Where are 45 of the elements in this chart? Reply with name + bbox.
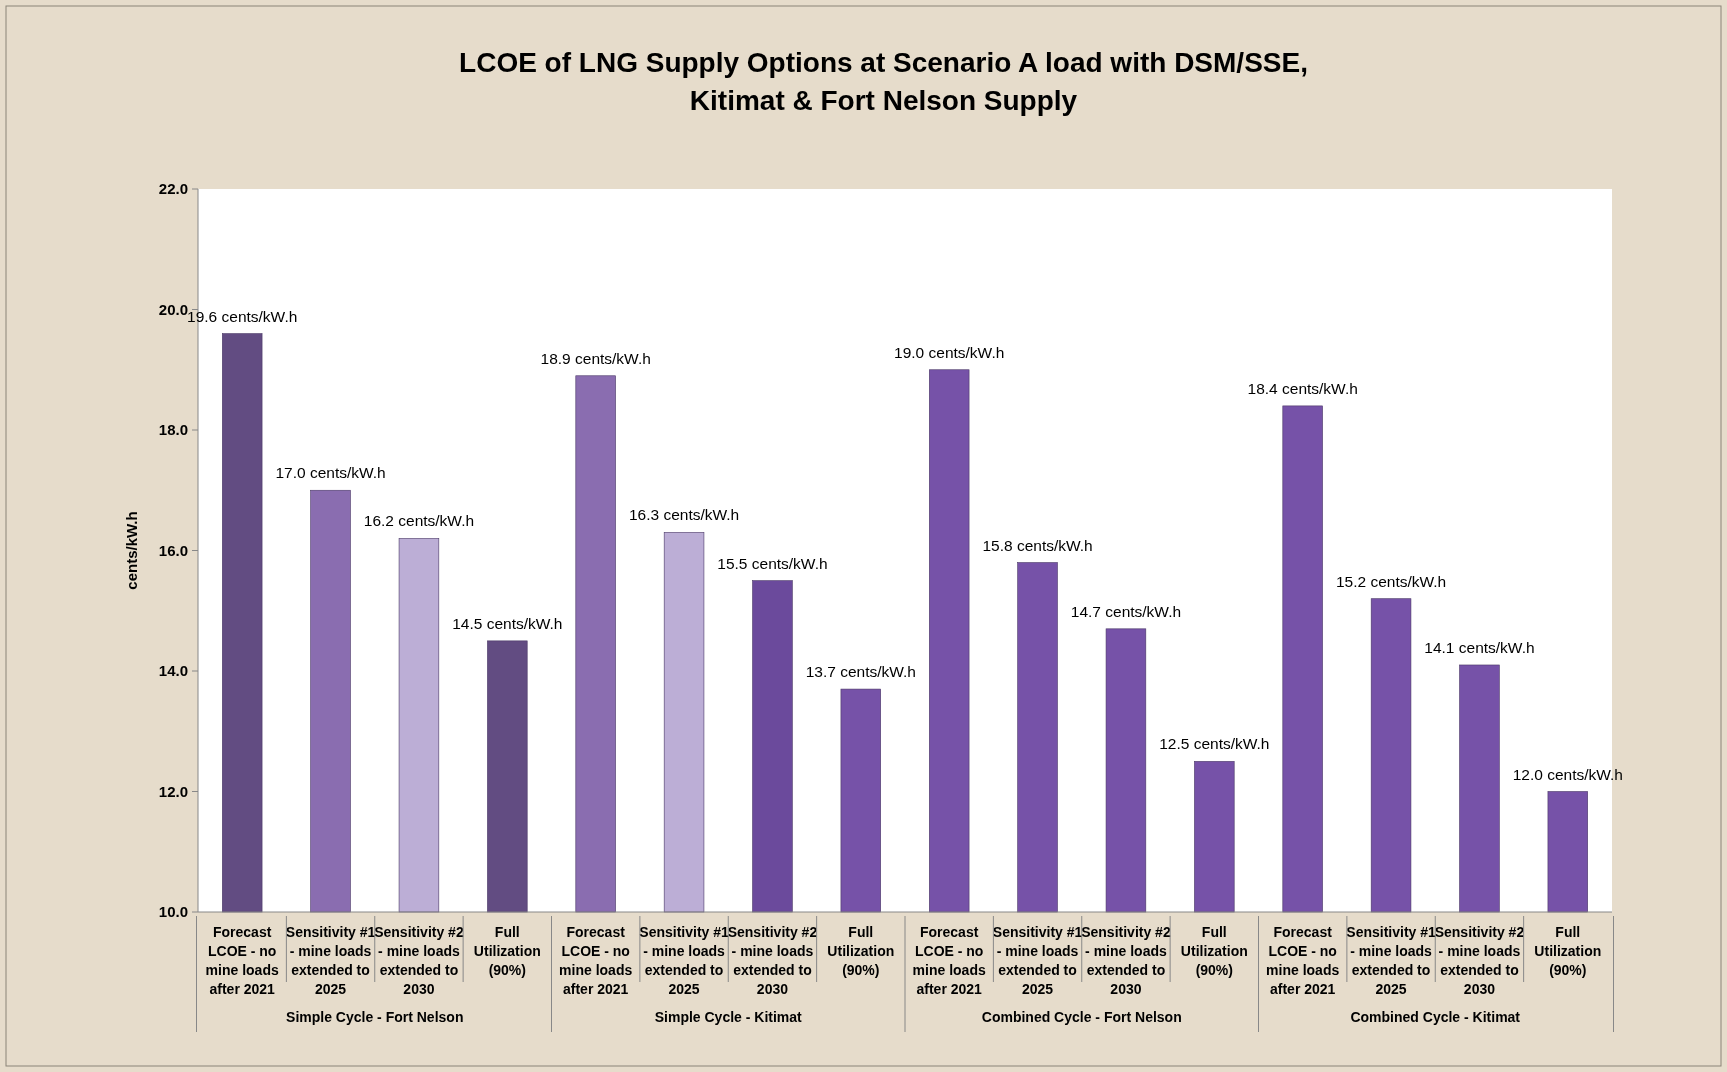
y-tick-label: 12.0: [158, 782, 188, 800]
text: Combined Cycle - Fort Nelson: [981, 1009, 1182, 1025]
x-tick-label: Full Utilization (90%): [1180, 924, 1248, 978]
x-tick-label: Forecast LCOE - no mine loads after 2021: [205, 924, 279, 997]
y-tick-label: 22.0: [158, 180, 188, 198]
data-label: 16.2 cents/kW.h: [363, 512, 475, 530]
text: Simple Cycle - Kitimat: [654, 1009, 803, 1025]
x-tick-label: Sensitivity #1 - mine loads extended to 2025: [1346, 924, 1437, 997]
x-tick-label: Full Utilization (90%): [1534, 924, 1602, 978]
x-tick-label: Forecast LCOE - no mine loads after 2021: [1266, 924, 1340, 997]
data-label: 15.8 cents/kW.h: [982, 536, 1093, 554]
x-tick-label: Sensitivity #2 - mine loads extended to 2030: [1434, 924, 1525, 997]
data-label: 18.9 cents/kW.h: [540, 349, 651, 367]
x-tick-label: Sensitivity #2 - mine loads extended to 2030: [727, 924, 818, 997]
data-label: 17.0 cents/kW.h: [275, 464, 386, 482]
data-label: 19.0 cents/kW.h: [894, 343, 1005, 361]
data-label: 14.7 cents/kW.h: [1070, 602, 1182, 620]
y-tick-label: 16.0: [158, 541, 188, 559]
chart-title: LCOE of LNG Supply Options at Scenario A load with DSM/SSE, Kitimat & Fort Nelson Supply: [459, 47, 1308, 116]
y-tick-label: 14.0: [158, 662, 188, 680]
data-label: 19.6 cents/kW.h: [187, 307, 298, 325]
x-tick-label: Full Utilization (90%): [827, 924, 895, 978]
data-label: 18.4 cents/kW.h: [1247, 379, 1358, 397]
data-label: 15.5 cents/kW.h: [717, 554, 828, 572]
text: Simple Cycle - Fort Nelson: [286, 1009, 464, 1025]
x-tick-label: Sensitivity #2 - mine loads extended to 2030: [1081, 924, 1171, 997]
y-tick-label: 18.0: [158, 421, 188, 439]
y-tick-label: 20.0: [158, 300, 188, 318]
text: Combined Cycle - Kitimat: [1350, 1009, 1521, 1025]
x-tick-label: Sensitivity #1 - mine loads extended to 2025: [639, 924, 730, 997]
data-label: 13.7 cents/kW.h: [805, 663, 916, 681]
data-label: 14.5 cents/kW.h: [452, 614, 563, 632]
x-tick-label: Forecast LCOE - no mine loads after 2021: [912, 924, 986, 997]
x-tick-label: Sensitivity #1 - mine loads extended to 2025: [285, 924, 376, 997]
data-label: 12.5 cents/kW.h: [1159, 735, 1270, 753]
x-tick-label: Sensitivity #2 - mine loads extended to 2030: [374, 924, 464, 997]
y-tick-label: 10.0: [158, 903, 188, 921]
x-tick-label: Forecast LCOE - no mine loads after 2021: [559, 924, 633, 997]
data-label: 14.1 cents/kW.h: [1424, 638, 1535, 656]
x-tick-label: Sensitivity #1 - mine loads extended to 2025: [992, 924, 1083, 997]
data-label: 12.0 cents/kW.h: [1512, 765, 1623, 783]
data-label: 16.3 cents/kW.h: [628, 506, 740, 524]
data-label: 15.2 cents/kW.h: [1335, 572, 1447, 590]
y-axis-title: cents/kW.h: [123, 511, 140, 590]
x-tick-label: Full Utilization (90%): [473, 924, 541, 978]
